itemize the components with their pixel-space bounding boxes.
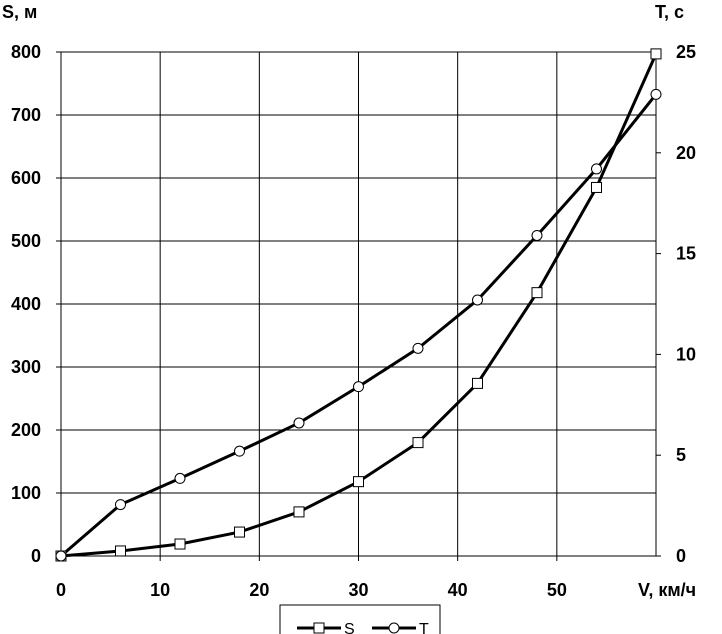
y-left-tick-label: 600 <box>11 168 41 188</box>
data-point-T <box>55 550 67 562</box>
data-point-T <box>650 88 662 100</box>
series-layer <box>55 48 662 562</box>
legend-marker-S <box>313 622 325 634</box>
x-axis-ticks: 0 10 20 30 40 50 <box>56 556 567 600</box>
legend-box <box>279 604 441 634</box>
x-tick-label: 40 <box>448 580 468 600</box>
x-tick-label: 10 <box>150 580 170 600</box>
y-left-tick-label: 200 <box>11 420 41 440</box>
data-point-S <box>353 476 364 488</box>
data-point-S <box>650 48 662 60</box>
data-point-T <box>293 417 305 429</box>
y-left-tick-label: 300 <box>11 357 41 377</box>
data-point-S <box>115 545 126 557</box>
data-point-T <box>412 342 424 354</box>
legend-label-S: S <box>344 621 355 634</box>
y-left-tick-label: 100 <box>11 483 41 503</box>
x-axis-title: V, км/ч <box>638 580 696 600</box>
x-tick-label: 50 <box>547 580 567 600</box>
right-axis-ticks: 0 5 10 15 20 25 <box>656 42 696 566</box>
y-right-tick-label: 5 <box>676 445 686 465</box>
legend-marker-T <box>388 622 400 634</box>
y-right-tick-label: 0 <box>676 546 686 566</box>
y-left-tick-label: 0 <box>31 546 41 566</box>
x-tick-label: 20 <box>249 580 269 600</box>
data-point-S <box>412 437 424 449</box>
data-point-S <box>472 377 483 389</box>
data-point-T <box>115 499 126 511</box>
data-point-S <box>234 526 245 538</box>
data-point-T <box>353 381 364 393</box>
y-left-tick-label: 700 <box>11 105 41 125</box>
data-point-T <box>591 163 602 175</box>
y-right-tick-label: 10 <box>676 344 696 364</box>
y-left-tick-label: 800 <box>11 42 41 62</box>
y-right-tick-label: 25 <box>676 42 696 62</box>
data-point-T <box>472 294 483 306</box>
data-point-S <box>293 506 305 518</box>
y-right-tick-label: 15 <box>676 244 696 264</box>
left-axis-ticks: 0 100 200 300 400 500 600 700 800 <box>11 42 61 566</box>
data-point-S <box>531 287 543 299</box>
x-tick-label: 30 <box>348 580 368 600</box>
legend-label-T: T <box>419 621 429 634</box>
data-point-T <box>531 229 543 241</box>
data-point-T <box>234 445 245 457</box>
y-left-tick-label: 400 <box>11 294 41 314</box>
data-point-S <box>174 538 186 550</box>
x-tick-label: 0 <box>56 580 66 600</box>
data-point-T <box>174 472 186 484</box>
data-point-S <box>591 181 602 193</box>
y-right-axis-title: T, с <box>655 2 684 22</box>
y-left-axis-title: S, м <box>2 2 37 22</box>
y-right-tick-label: 20 <box>676 143 696 163</box>
y-left-tick-label: 500 <box>11 231 41 251</box>
